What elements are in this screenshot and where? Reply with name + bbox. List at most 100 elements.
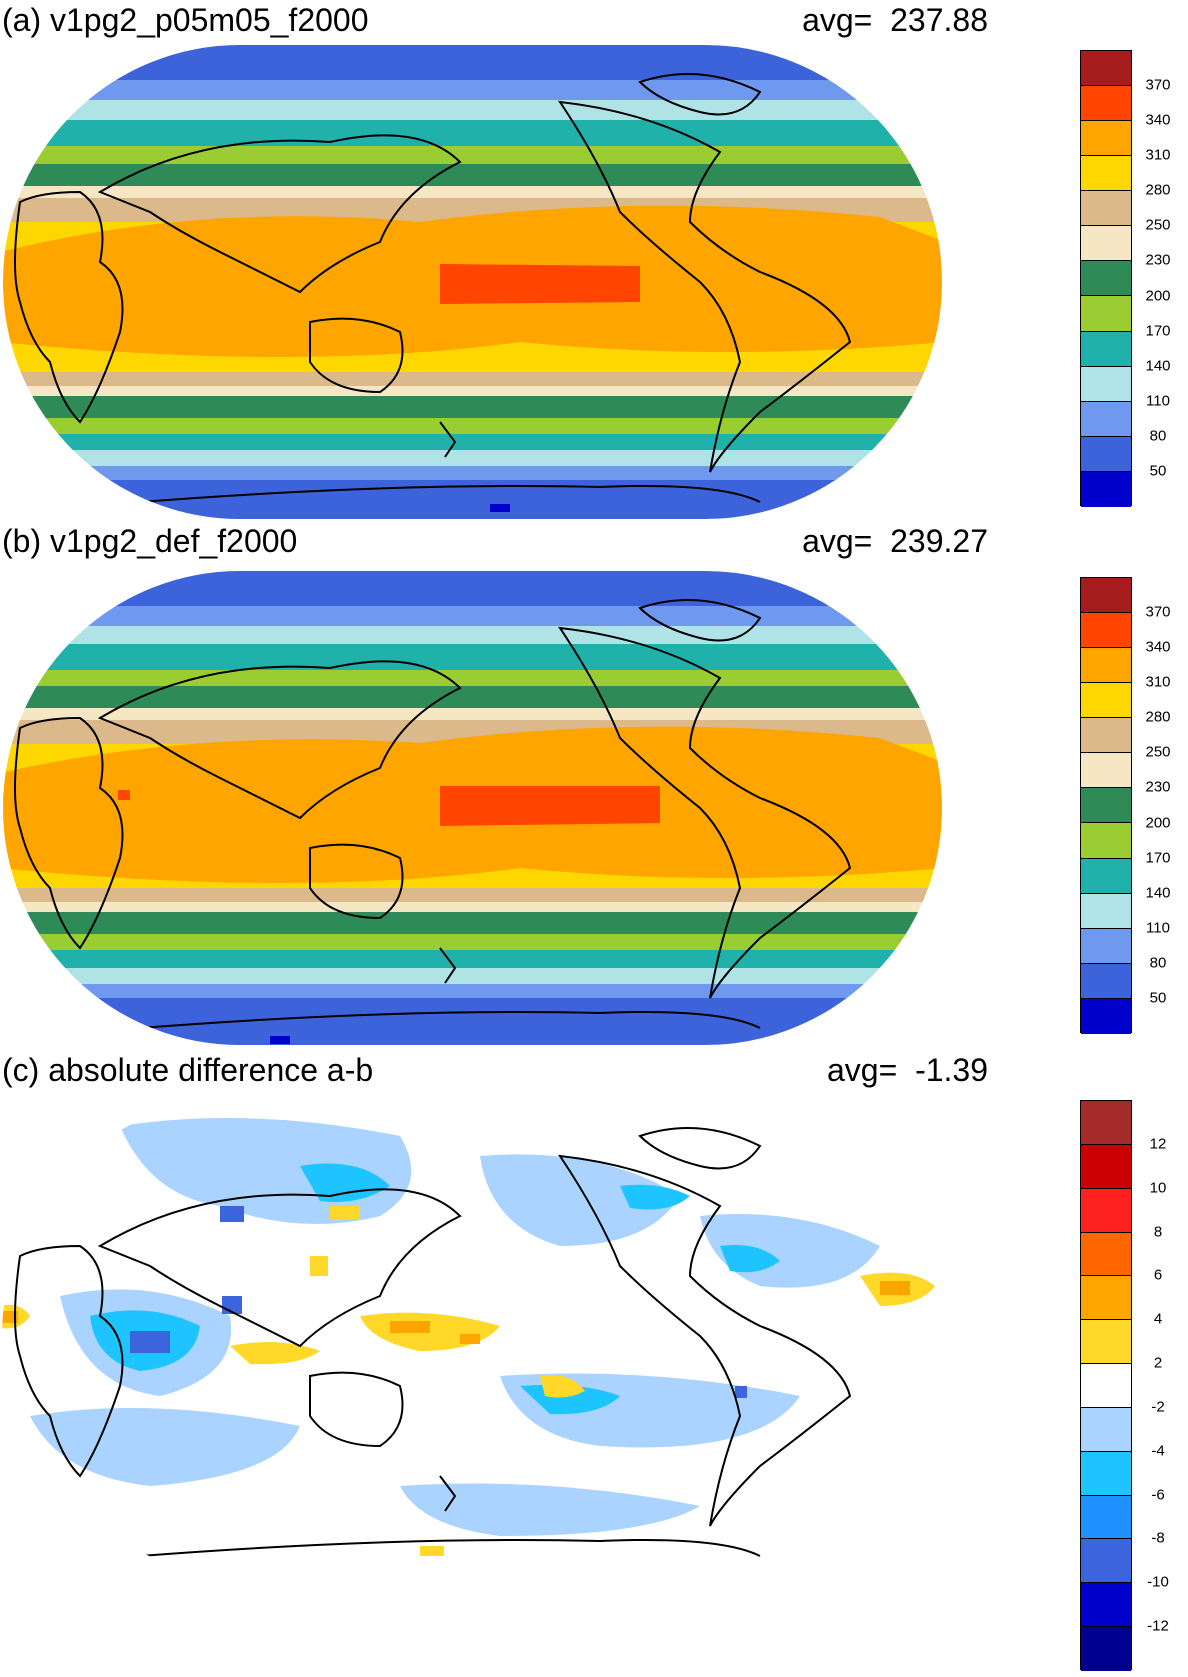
field-region — [480, 1154, 680, 1246]
field-region — [720, 1245, 780, 1273]
field-band — [2, 100, 943, 122]
field-band — [2, 164, 943, 188]
field-band — [2, 434, 943, 452]
coastline — [309, 843, 404, 920]
panel-average: avg= 237.88 — [802, 4, 988, 36]
colorbar-tick-label: 50 — [1149, 462, 1167, 480]
colorbar-tick-label: 80 — [1149, 427, 1167, 445]
colorbar-tick-label: 4 — [1153, 1310, 1163, 1328]
colorbar-swatch — [1081, 1583, 1131, 1628]
colorbar-swatch — [1081, 823, 1131, 859]
panel-title: (b) v1pg2_def_f2000 — [2, 523, 298, 559]
coastline — [139, 1011, 761, 1029]
field-band — [2, 984, 943, 1000]
colorbar-tick-label: 140 — [1145, 884, 1171, 902]
field-cell — [130, 1331, 170, 1353]
map-a — [1, 43, 944, 521]
field-region — [620, 1184, 690, 1210]
colorbar-swatch — [1081, 788, 1131, 824]
field-region — [440, 264, 640, 304]
coastline — [309, 1371, 404, 1448]
colorbar-swatch — [1081, 928, 1131, 964]
field-cell — [880, 1281, 910, 1295]
field-cell — [118, 790, 130, 800]
field-cell — [310, 1256, 328, 1276]
colorbar-b — [1080, 577, 1132, 1034]
field-band — [2, 606, 943, 628]
field-band — [2, 902, 943, 914]
colorbar-swatch — [1081, 1627, 1131, 1671]
coastline — [139, 485, 761, 503]
field-cell — [270, 1036, 290, 1044]
colorbar-tick-label: 250 — [1145, 216, 1171, 234]
field-band — [2, 644, 943, 672]
field-band — [2, 466, 943, 482]
colorbar-swatch — [1081, 1451, 1131, 1496]
field-band — [2, 570, 943, 608]
colorbar-tick-label: 8 — [1153, 1223, 1163, 1241]
colorbar-swatch — [1081, 121, 1131, 157]
field-region — [540, 1375, 585, 1398]
coastline — [139, 1539, 761, 1557]
colorbar-tick-label: 50 — [1149, 989, 1167, 1007]
field-band — [2, 44, 943, 82]
colorbar-tick-label: 200 — [1145, 814, 1171, 832]
colorbar-a — [1080, 50, 1132, 507]
coastline — [97, 1188, 462, 1348]
colorbar-swatch — [1081, 366, 1131, 402]
colorbar-swatch — [1081, 1539, 1131, 1584]
field-band — [2, 386, 943, 398]
colorbar-swatch — [1081, 51, 1131, 87]
colorbar-swatch — [1081, 156, 1131, 192]
colorbar-tick-label: -10 — [1147, 1573, 1169, 1591]
map-boundary — [1, 569, 944, 1047]
field-band — [2, 998, 943, 1046]
colorbar-tick-label: 110 — [1146, 919, 1170, 937]
field-band — [2, 146, 943, 166]
field-cell — [460, 1334, 480, 1344]
field-region — [440, 786, 660, 826]
colorbar-tick-label: 340 — [1145, 111, 1171, 129]
coastline — [309, 317, 404, 394]
field-band — [2, 888, 943, 904]
coastline — [638, 73, 762, 116]
field-band — [2, 934, 943, 952]
colorbar-tick-label: 230 — [1145, 251, 1171, 269]
field-region — [300, 1163, 390, 1202]
coastline — [439, 421, 457, 458]
colorbar-tick-label: -6 — [1151, 1486, 1165, 1504]
colorbar-swatch — [1081, 1495, 1131, 1540]
panel-title: (c) absolute difference a-b — [2, 1052, 374, 1088]
colorbar-tick-label: 6 — [1153, 1266, 1163, 1284]
colorbar-tick-label: 2 — [1153, 1354, 1163, 1372]
field-region — [30, 1408, 300, 1486]
field-band — [2, 372, 943, 388]
field-cell — [735, 1386, 747, 1398]
coastline — [638, 599, 762, 642]
colorbar-tick-label: 250 — [1145, 743, 1171, 761]
colorbar-tick-label: 230 — [1145, 778, 1171, 796]
panel-title: (a) v1pg2_p05m05_f2000 — [2, 2, 369, 38]
avg-value: 239.27 — [890, 523, 988, 559]
colorbar-swatch — [1081, 1188, 1131, 1233]
field-band — [2, 950, 943, 970]
colorbar-tick-label: 170 — [1145, 849, 1171, 867]
field-band — [2, 912, 943, 936]
colorbar-swatch — [1081, 753, 1131, 789]
colorbar-c — [1080, 1100, 1132, 1671]
colorbar-tick-label: 310 — [1145, 146, 1171, 164]
coastline — [97, 660, 462, 820]
colorbar-swatch — [1081, 1320, 1131, 1365]
avg-label: avg= — [802, 523, 873, 559]
colorbar-tick-label: 310 — [1145, 673, 1171, 691]
colorbar-swatch — [1081, 1407, 1131, 1452]
panel-average: avg= -1.39 — [827, 1054, 988, 1086]
field-band — [2, 708, 943, 722]
colorbar-swatch — [1081, 718, 1131, 754]
field-band — [2, 686, 943, 710]
colorbar-swatch — [1081, 1276, 1131, 1321]
colorbar-swatch — [1081, 401, 1131, 437]
colorbar-swatch — [1081, 471, 1131, 507]
colorbar-swatch — [1081, 331, 1131, 367]
colorbar-swatch — [1081, 86, 1131, 122]
